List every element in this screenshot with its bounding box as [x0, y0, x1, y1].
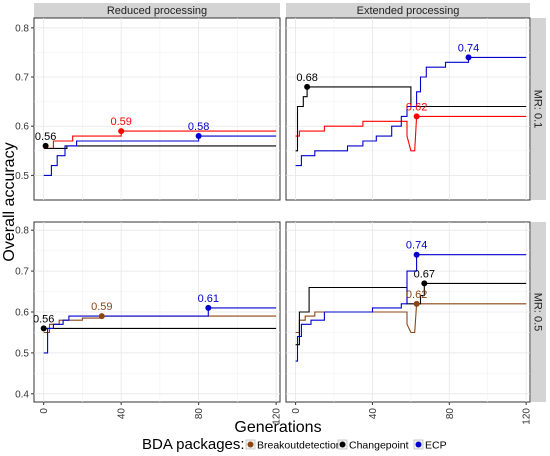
y-tick-label: 0.7: [15, 267, 29, 278]
series-line-ecp: [43, 307, 277, 354]
x-tick-label: 0: [291, 408, 302, 414]
series-line-changepoint: [295, 86, 527, 152]
x-tick-label: 0: [39, 408, 50, 414]
peak-value-label: 0.59: [110, 116, 131, 128]
legend: BDA packages: Breakoutdetection Changepoi…: [142, 436, 447, 453]
panel: 0.4 0.5 0.6 0.7 0.8 0 40 80 120 0.56 0.59 0.61: [15, 221, 283, 425]
peak-value-label: 0.62: [406, 101, 427, 113]
series-line-breakoutdetection: [295, 115, 527, 152]
peak-value-label: 0.67: [414, 268, 435, 280]
y-tick-label: 0.7: [15, 73, 29, 84]
row-strip: [531, 18, 546, 200]
panel: 0.68 0.62 0.74: [285, 17, 531, 201]
peak-value-label: 0.74: [406, 240, 427, 252]
x-tick-label: 40: [117, 408, 128, 420]
panels-layer: Reduced processing Extended processing MR:…: [15, 3, 546, 425]
legend-label: ECP: [425, 440, 447, 452]
column-strip-label: Reduced processing: [107, 5, 207, 17]
y-tick-label: 0.4: [15, 389, 29, 400]
peak-value-label: 0.56: [35, 131, 56, 143]
legend-key-dot: [247, 441, 254, 448]
y-tick-label: 0.6: [15, 308, 29, 319]
peak-value-label: 0.74: [458, 42, 479, 54]
panel: 0 40 80 120 0.74 0.67 0.62: [285, 221, 533, 425]
row-strip-label: MR: 0.5: [532, 293, 544, 332]
legend-item: Changepoint: [337, 440, 409, 452]
peak-point: [40, 325, 47, 332]
series-line-ecp: [295, 254, 527, 362]
x-tick-label: 80: [445, 408, 456, 420]
peak-point: [421, 280, 428, 287]
peak-value-label: 0.61: [198, 293, 219, 305]
peak-point: [465, 54, 472, 61]
column-strip: [34, 3, 280, 18]
series-line-ecp: [43, 135, 277, 176]
peak-point: [118, 128, 125, 135]
series-line-ecp: [295, 56, 527, 167]
panel-background: [33, 17, 281, 201]
peak-point: [195, 133, 202, 140]
x-axis-title: Generations: [234, 419, 321, 436]
legend-title: BDA packages:: [142, 436, 245, 453]
legend-items: Breakoutdetection Changepoint ECP: [245, 440, 447, 452]
peak-value-label: 0.68: [296, 72, 317, 84]
y-axis-title: Overall accuracy: [1, 142, 18, 261]
peak-point: [304, 83, 311, 90]
peak-point: [413, 300, 420, 307]
legend-label: Breakoutdetection: [257, 440, 342, 452]
y-tick-label: 0.6: [15, 122, 29, 133]
peak-value-label: 0.62: [406, 289, 427, 301]
row-strip-label: MR: 0.1: [532, 90, 544, 129]
y-tick-label: 0.5: [15, 171, 29, 182]
peak-value-label: 0.59: [91, 301, 112, 313]
panel: 0.5 0.6 0.7 0.8 0.56 0.59 0.58: [15, 17, 281, 201]
legend-item: ECP: [413, 440, 447, 452]
legend-label: Changepoint: [349, 440, 409, 452]
peak-point: [42, 142, 49, 149]
peak-point: [413, 113, 420, 120]
peak-value-label: 0.58: [188, 121, 209, 133]
legend-key-dot: [415, 441, 422, 448]
peak-point: [205, 304, 212, 311]
y-tick-label: 0.5: [15, 348, 29, 359]
y-tick-label: 0.8: [15, 23, 29, 34]
x-tick-label: 120: [522, 408, 533, 425]
column-strip: [286, 3, 530, 18]
column-strip-label: Extended processing: [357, 5, 460, 17]
x-tick-label: 80: [194, 408, 205, 420]
x-tick-label: 40: [368, 408, 379, 420]
legend-key-dot: [339, 441, 346, 448]
peak-value-label: 0.56: [33, 313, 54, 325]
peak-point: [98, 313, 105, 320]
x-tick-label: 120: [272, 408, 283, 425]
y-tick-label: 0.8: [15, 226, 29, 237]
peak-point: [413, 251, 420, 258]
panel-background: [285, 17, 531, 201]
legend-item: Breakoutdetection: [245, 440, 342, 452]
row-strip: [531, 222, 546, 402]
